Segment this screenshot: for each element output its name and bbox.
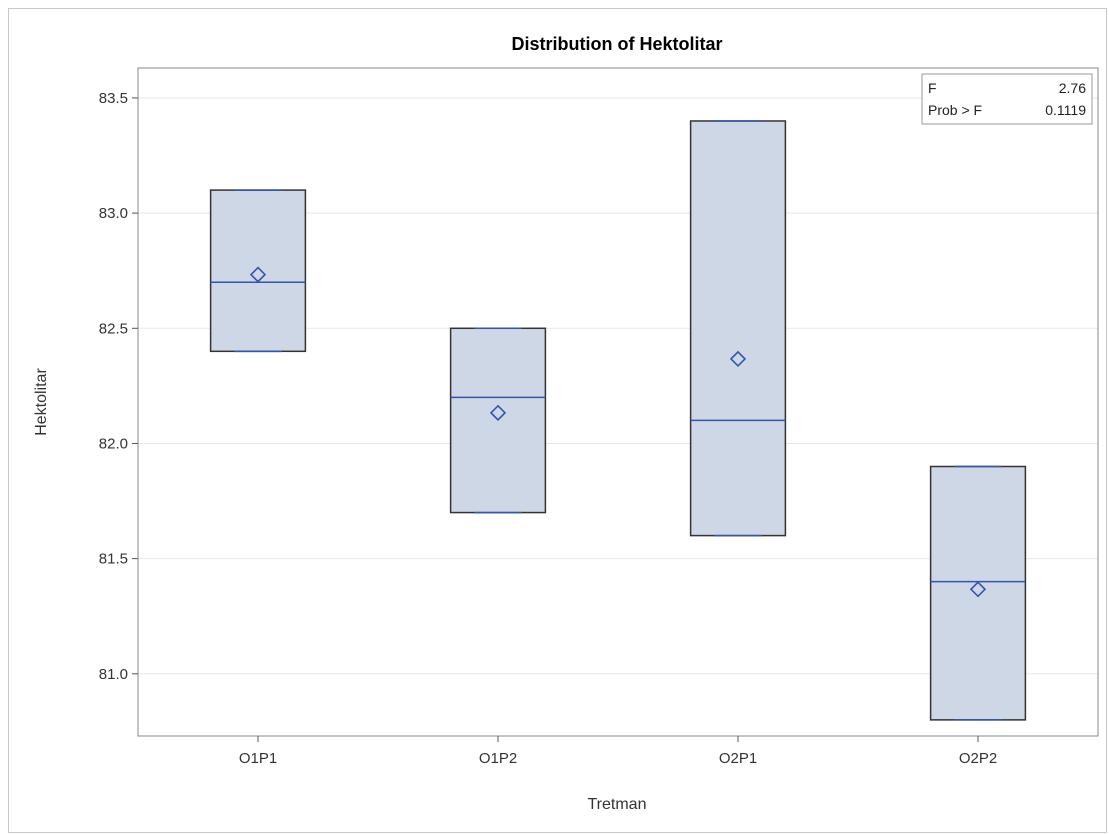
plot-area	[137, 67, 1099, 737]
y-tick-label: 83.5	[99, 90, 128, 107]
stat-label: F	[928, 80, 937, 96]
mean-marker	[969, 581, 987, 598]
box-body	[929, 465, 1027, 721]
stat-value: 0.1119	[1045, 102, 1086, 118]
box-o2p2	[929, 465, 1027, 721]
box-series	[209, 120, 1027, 721]
box-o1p2	[449, 327, 547, 514]
box-body	[689, 120, 787, 537]
y-tick-label: 82.0	[99, 435, 128, 452]
y-tick-label: 81.0	[99, 666, 128, 683]
y-tick-label: 82.5	[99, 320, 128, 337]
stats-box: F 2.76 Prob > F 0.1119	[921, 73, 1093, 125]
y-tick-label: 81.5	[99, 551, 128, 568]
y-axis-ticks: 81.0 81.5 82.0 82.5 83.0 83.5	[99, 90, 138, 683]
y-axis-label: Hektolitar	[33, 368, 50, 436]
mean-marker	[729, 350, 747, 368]
box-o1p1	[209, 189, 307, 353]
mean-marker	[249, 266, 267, 283]
x-axis-label: Tretman	[588, 796, 647, 813]
y-tick-label: 83.0	[99, 205, 128, 222]
stat-label: Prob > F	[928, 102, 982, 118]
chart-frame	[8, 8, 1107, 833]
mean-marker	[489, 404, 507, 421]
stat-value: 2.76	[1059, 80, 1086, 96]
x-tick-label: O1P1	[239, 750, 277, 767]
x-tick-label: O1P2	[479, 750, 517, 767]
box-o2p1	[689, 120, 787, 537]
chart-title: Distribution of Hektolitar	[512, 34, 723, 54]
x-tick-label: O2P2	[959, 750, 997, 767]
x-axis-ticks: O1P1 O1P2 O2P1 O2P2	[239, 736, 997, 767]
box-body	[209, 189, 307, 353]
x-tick-label: O2P1	[719, 750, 757, 767]
stats-box-frame	[921, 73, 1093, 125]
